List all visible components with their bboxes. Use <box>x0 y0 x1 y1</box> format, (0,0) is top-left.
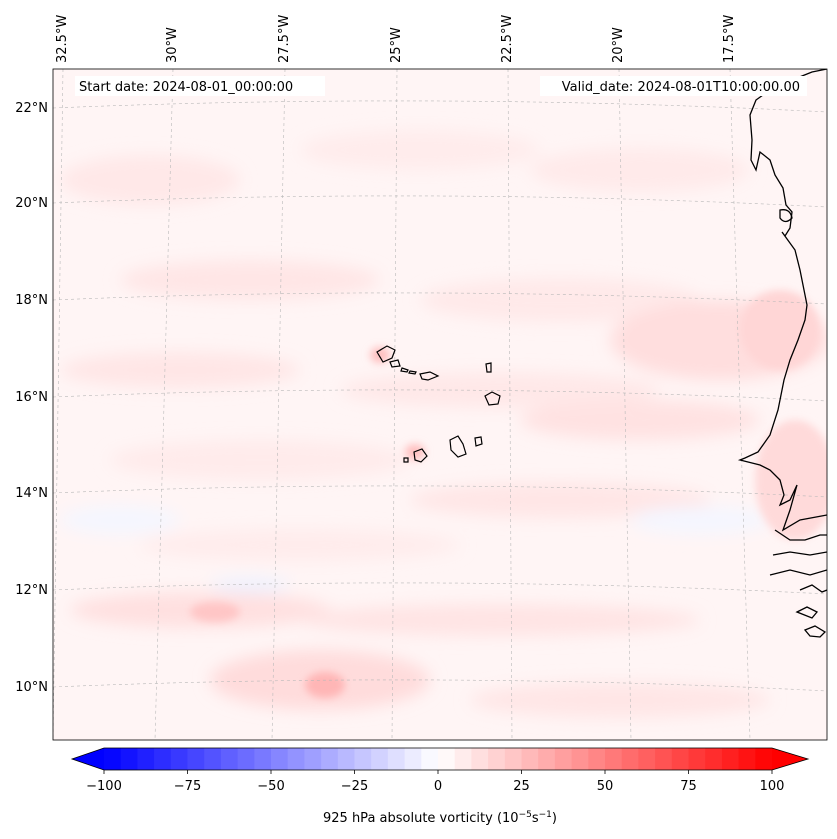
colorbar-segment <box>605 748 623 770</box>
colorbar-segment <box>488 748 506 770</box>
lat-label: 22°N <box>15 101 48 116</box>
lon-label: 22.5°W <box>500 15 515 63</box>
colorbar-tick-label: 50 <box>597 779 614 794</box>
colorbar-tick-label: 75 <box>680 779 697 794</box>
valid-date-text: Valid_date: 2024-08-01T10:00:00.00 <box>562 80 800 95</box>
lon-label: 32.5°W <box>55 15 70 63</box>
colorbar-segment <box>237 748 255 770</box>
colorbar-segment <box>387 748 406 770</box>
gridlines <box>53 69 827 740</box>
colorbar-segment <box>321 748 339 770</box>
lon-label: 17.5°W <box>722 15 737 63</box>
field-peaks <box>190 290 827 698</box>
valid-date-box <box>540 76 807 96</box>
colorbar-segment <box>404 748 422 770</box>
colorbar-segment <box>721 748 740 770</box>
colorbar-segment <box>154 748 172 770</box>
colorbar-high-extension <box>772 748 808 770</box>
colorbar-segment <box>337 748 355 770</box>
colorbar-segment <box>571 748 589 770</box>
colorbar-tick-label: 0 <box>434 779 442 794</box>
field-blobs <box>60 130 827 718</box>
colorbar-segment <box>688 748 706 770</box>
lat-label: 18°N <box>15 293 48 308</box>
colorbar-tick-label: −75 <box>174 779 201 794</box>
map-frame <box>52 68 828 741</box>
colorbar-segment <box>538 748 556 770</box>
colorbar-segment <box>438 748 456 770</box>
colorbar-segment <box>755 748 773 770</box>
coastline <box>737 69 827 638</box>
cape-verde-islands <box>376 345 501 463</box>
colorbar-tick-label: 25 <box>513 779 530 794</box>
colorbar-ticks: −100 −75 −50 −25 0 25 50 75 100 <box>86 770 784 794</box>
colorbar-segment <box>671 748 689 770</box>
lat-label: 16°N <box>15 390 48 405</box>
colorbar-segment <box>638 748 656 770</box>
colorbar-segment <box>554 748 573 770</box>
colorbar-tick-label: −100 <box>86 779 122 794</box>
colorbar-segment <box>521 748 539 770</box>
colorbar-segment <box>137 748 155 770</box>
lon-label: 27.5°W <box>277 15 292 63</box>
colorbar-segment <box>655 748 673 770</box>
colorbar-segment <box>371 748 389 770</box>
colorbar-segment <box>170 748 188 770</box>
colorbar-segment <box>588 748 606 770</box>
colorbar-label: 925 hPa absolute vorticity (10−5s−1) <box>323 810 557 826</box>
colorbar-segment <box>220 748 239 770</box>
colorbar-segment <box>104 748 122 770</box>
colorbar-segment <box>705 748 723 770</box>
lon-label: 25°W <box>389 27 404 63</box>
colorbar-segment <box>471 748 489 770</box>
lat-label: 10°N <box>15 680 48 695</box>
colorbar-segment <box>287 748 305 770</box>
start-date-box <box>75 76 325 96</box>
colorbar-tick-label: −50 <box>257 779 284 794</box>
lat-label: 12°N <box>15 583 48 598</box>
colorbar: −100 −75 −50 −25 0 25 50 75 100 925 hPa absolute… <box>70 747 810 826</box>
lon-label: 30°W <box>165 27 180 63</box>
colorbar-segment <box>354 748 372 770</box>
lon-label: 20°W <box>611 27 626 63</box>
longitude-labels: 32.5°W 30°W 27.5°W 25°W 22.5°W 20°W 17.5… <box>55 15 737 63</box>
colorbar-tick-label: −25 <box>341 779 368 794</box>
colorbar-segment <box>738 748 756 770</box>
colorbar-segments <box>104 748 773 770</box>
colorbar-segment <box>504 748 522 770</box>
colorbar-segment <box>204 748 222 770</box>
lat-label: 14°N <box>15 486 48 501</box>
start-date-text: Start date: 2024-08-01_00:00:00 <box>79 80 293 95</box>
latitude-labels: 22°N 20°N 18°N 16°N 14°N 12°N 10°N <box>15 101 48 695</box>
colorbar-segment <box>621 748 639 770</box>
colorbar-tick-label: 100 <box>760 779 785 794</box>
colorbar-segment <box>304 748 322 770</box>
colorbar-segment <box>421 748 439 770</box>
lat-label: 20°N <box>15 196 48 211</box>
vorticity-field <box>53 69 827 740</box>
colorbar-segment <box>271 748 289 770</box>
colorbar-low-extension <box>72 748 104 770</box>
colorbar-segment <box>120 748 138 770</box>
colorbar-segment <box>254 748 272 770</box>
colorbar-segment <box>187 748 205 770</box>
colorbar-segment <box>454 748 472 770</box>
